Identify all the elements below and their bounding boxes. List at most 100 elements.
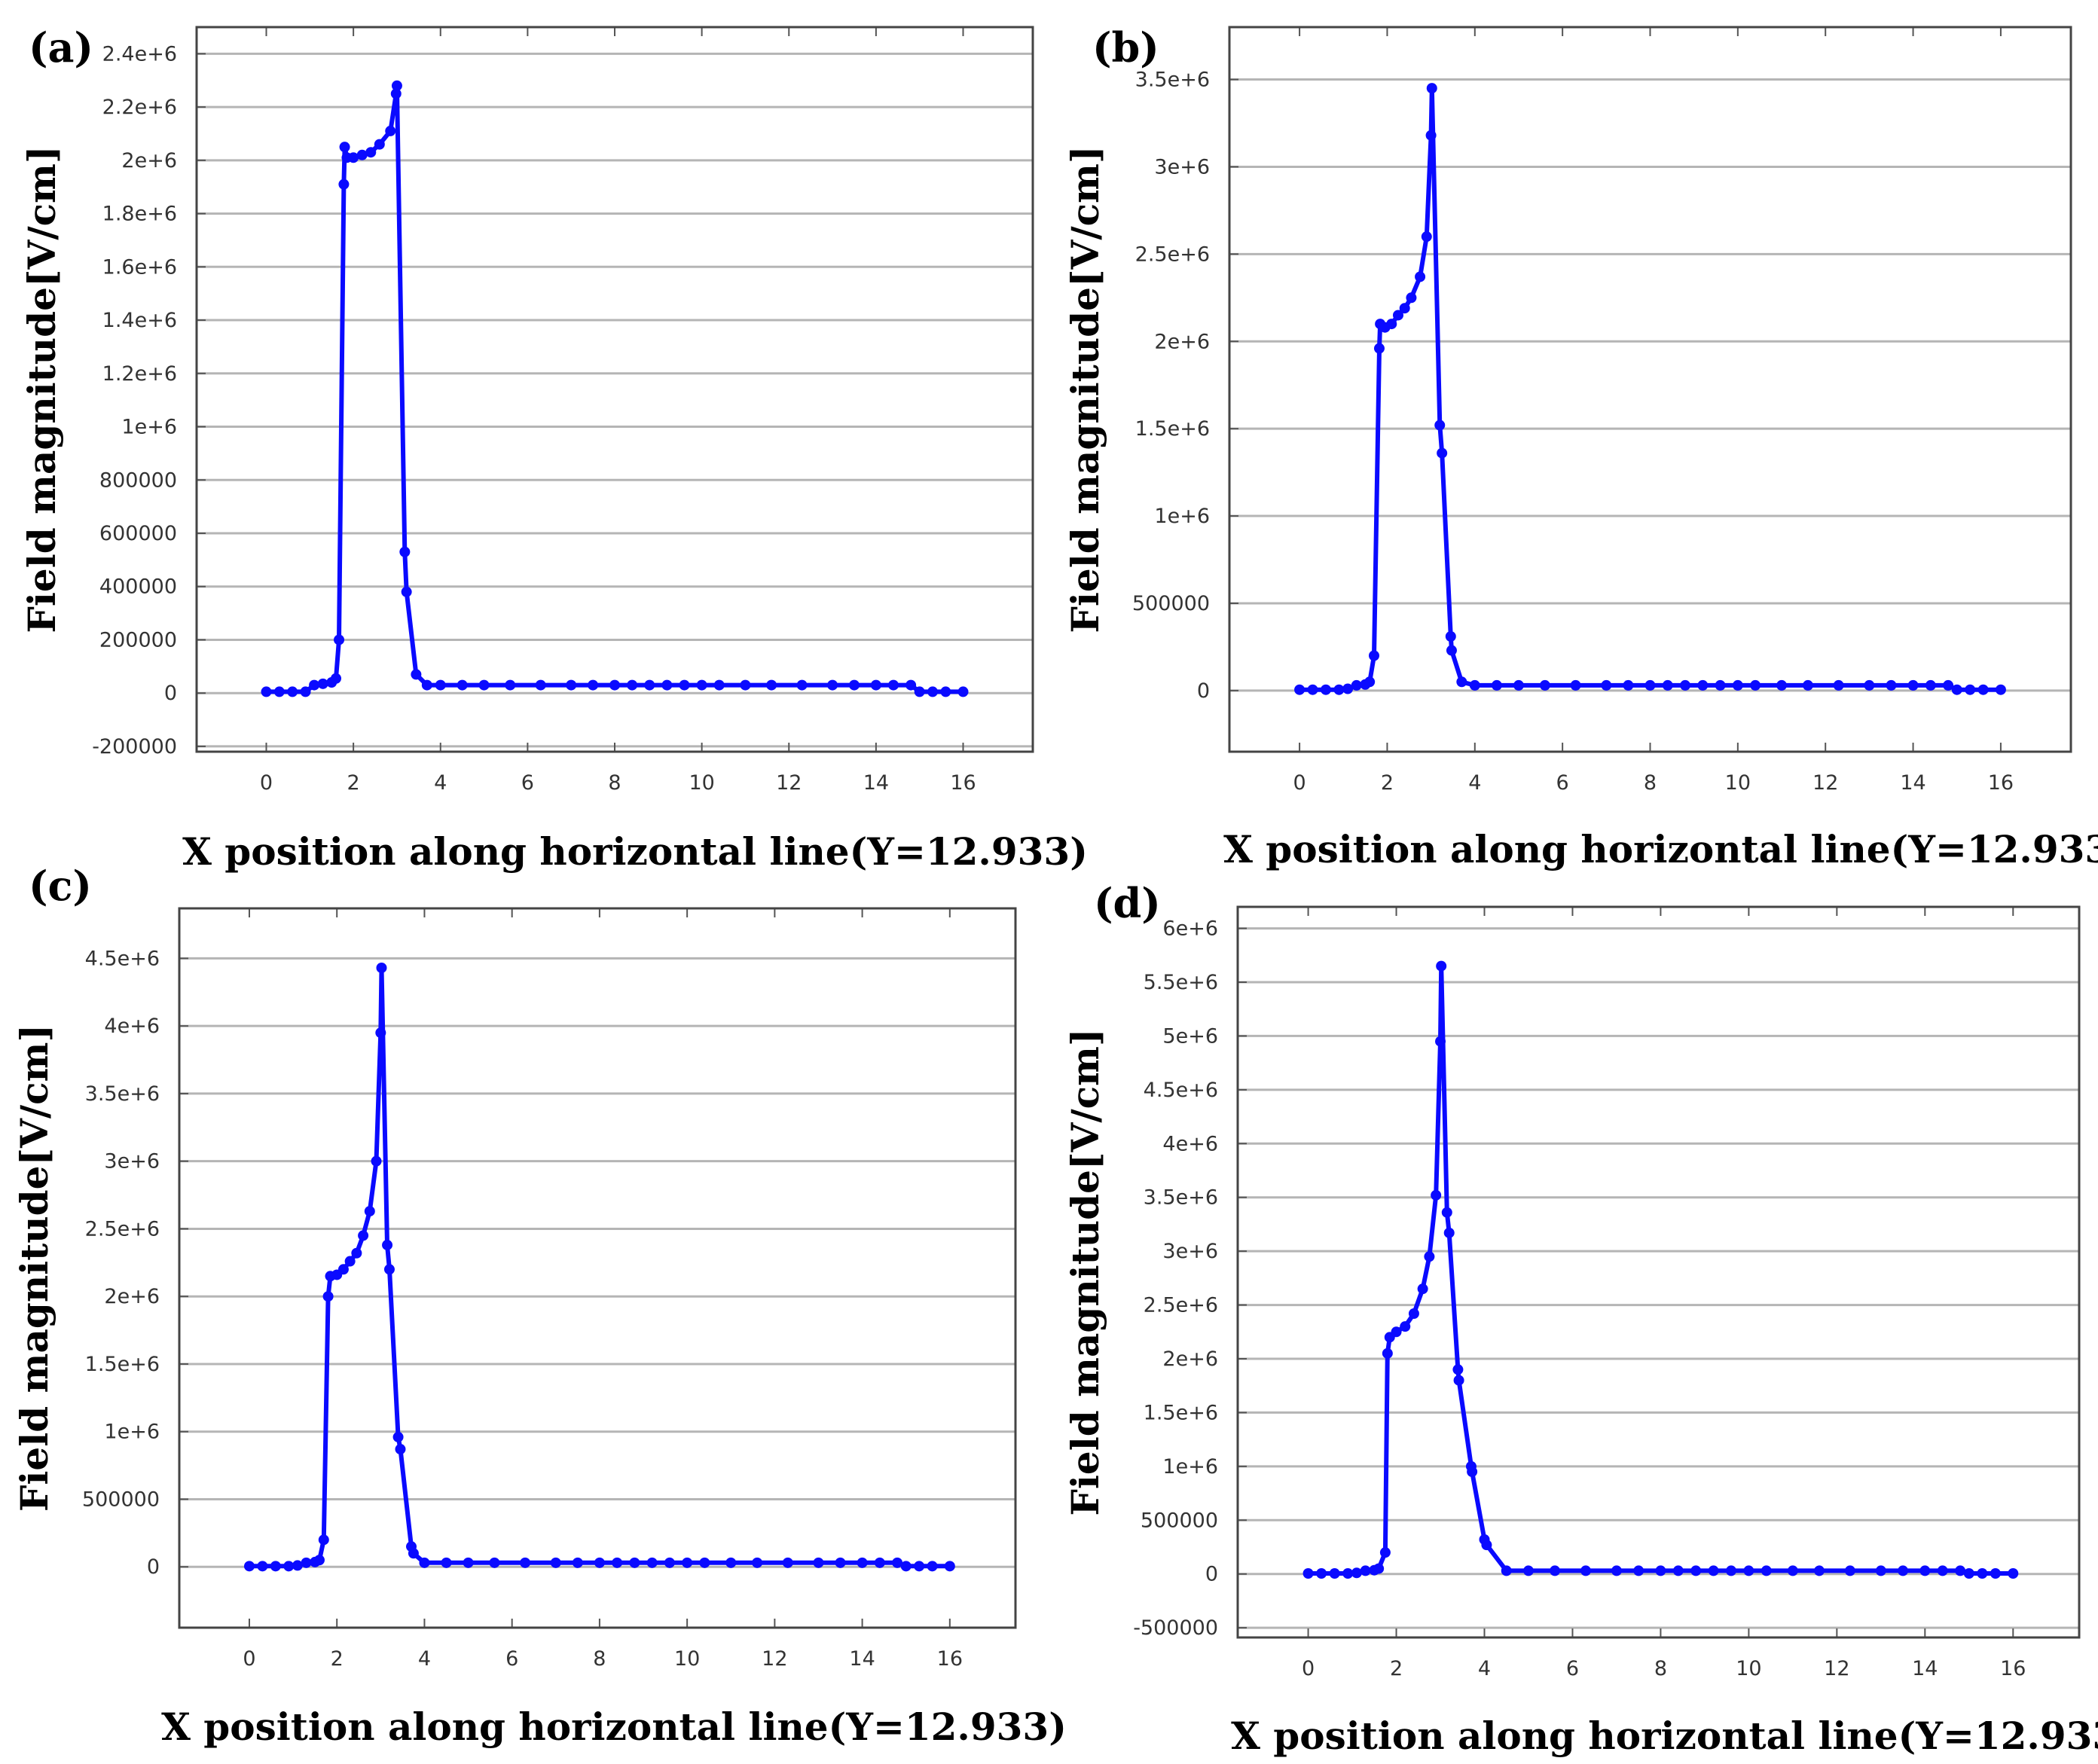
x-tick-label: 16 [937,1647,963,1671]
data-point [1294,684,1306,695]
data-point [283,1561,295,1572]
y-axis-label: Field magnitude[V/cm] [1063,1028,1107,1515]
data-point [1690,1565,1702,1576]
data-point [243,1561,255,1572]
y-tick-label: 5e+6 [1162,1024,1218,1048]
y-tick-label: 3.5e+6 [1135,69,1210,92]
data-point [609,679,620,691]
data-point [292,1560,303,1571]
panel-label: (a) [29,23,93,72]
data-point [478,679,490,691]
data-point [1864,679,1875,691]
data-point [1550,1565,1561,1576]
data-point [1302,1568,1314,1579]
data-point [382,1239,393,1250]
x-tick-label: 2 [1390,1657,1403,1680]
y-tick-label: 2.5e+6 [1144,1294,1218,1317]
data-point [1990,1568,2001,1579]
x-tick-label: 4 [1468,771,1481,795]
data-point [1491,679,1502,691]
data-point [489,1557,500,1568]
y-tick-label: -500000 [1133,1616,1218,1640]
x-tick-label: 6 [1566,1657,1579,1680]
data-point [1761,1565,1772,1576]
data-point [572,1557,583,1568]
data-point [1379,1547,1391,1558]
panel-label: (d) [1094,879,1161,927]
data-point [457,679,468,691]
y-tick-label: 4.5e+6 [85,947,160,970]
series-line [266,83,963,694]
data-point [874,1557,885,1568]
x-axis-label: X position along horizontal line(Y=12.93… [1231,1714,2098,1758]
data-point [782,1557,793,1568]
y-tick-label: -200000 [92,735,177,758]
data-point [365,147,377,158]
data-point [401,586,412,597]
data-point [1907,679,1919,691]
series-line [249,966,950,1569]
x-tick-label: 6 [1556,771,1569,795]
y-tick-label: 1e+6 [1154,505,1210,528]
data-point [1342,1568,1354,1579]
y-tick-label: 1.5e+6 [1144,1401,1218,1424]
data-point [1316,1568,1327,1579]
data-point [390,88,402,99]
data-point [940,686,951,697]
data-point [1417,1283,1428,1295]
y-tick-label: 1.5e+6 [1135,417,1210,441]
data-point [435,679,446,691]
x-tick-label: 12 [762,1647,787,1671]
y-tick-label: 3e+6 [104,1150,160,1173]
data-point [1446,645,1457,656]
y-tick-label: 2.5e+6 [1135,243,1210,266]
x-tick-label: 14 [863,771,889,795]
data-point [385,125,396,136]
data-point [857,1557,868,1568]
data-point [1424,1251,1435,1262]
data-point [1732,679,1743,691]
data-point [1320,684,1331,695]
data-point [339,142,350,153]
data-point [644,679,655,691]
data-point [1386,319,1397,330]
x-tick-label: 8 [1654,1657,1667,1680]
data-point [1943,679,1954,691]
y-tick-label: 200000 [99,628,177,652]
data-point [1456,676,1467,688]
data-point [358,1230,369,1241]
x-tick-label: 4 [434,771,447,795]
data-point [1368,650,1379,661]
panel-a: -200000 0 200000 400000 600000 800000 1e+6 1.2e… [20,23,1088,874]
data-point [1633,1565,1645,1576]
data-point [892,1557,903,1568]
data-point [629,1557,640,1568]
data-point [835,1557,846,1568]
x-axis-label: X position along horizontal line(Y=12.93… [161,1704,1067,1749]
x-tick-label: 14 [1900,771,1925,795]
y-tick-label: 1e+6 [1162,1455,1218,1479]
data-point [1662,679,1673,691]
x-tick-label: 2 [331,1647,344,1671]
data-point [313,1555,325,1566]
data-point [1373,1563,1385,1574]
data-point [317,678,328,689]
x-tick-label: 12 [1812,771,1838,795]
data-point [1425,130,1437,141]
x-tick-label: 0 [1302,1657,1315,1680]
y-tick-label: 2.2e+6 [102,96,177,119]
data-point [1776,679,1788,691]
x-tick-label: 10 [1736,1657,1761,1680]
x-tick-label: 4 [418,1647,431,1671]
data-point [1467,1466,1478,1477]
data-point [419,1557,430,1568]
data-point [331,673,341,684]
data-point [957,686,969,697]
y-tick-label: 1.8e+6 [102,203,177,226]
series-line [1299,86,2001,692]
x-tick-label: 10 [1725,771,1751,795]
data-point [1645,679,1656,691]
data-point [646,1557,658,1568]
data-point [699,1557,710,1568]
